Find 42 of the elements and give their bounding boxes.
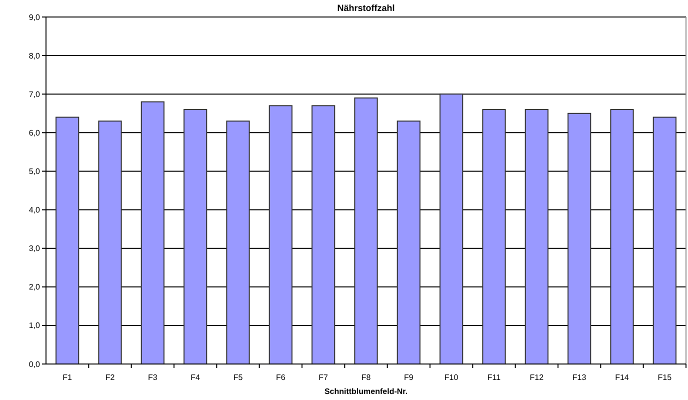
x-tick-label: F8 — [361, 373, 372, 382]
bar — [140, 101, 164, 364]
x-tick-label: F13 — [572, 373, 587, 382]
x-tick-label: F5 — [233, 373, 244, 382]
y-tick-label: 1,0 — [28, 321, 41, 330]
bar — [98, 120, 122, 364]
x-tick-label: F14 — [615, 373, 630, 382]
y-tick-label: 7,0 — [28, 90, 41, 99]
x-tick-label: F3 — [148, 373, 158, 382]
x-tick-label: F9 — [404, 373, 414, 382]
bar — [610, 109, 634, 364]
bar — [312, 105, 336, 364]
y-tick-label: 9,0 — [28, 12, 41, 22]
y-tick-label: 5,0 — [28, 167, 41, 176]
y-tick-label: 0,0 — [28, 360, 41, 369]
chart-title: Nährstoffzahl — [337, 3, 395, 13]
bar — [396, 120, 420, 364]
bar — [268, 105, 292, 364]
y-tick-label: 8,0 — [28, 51, 41, 60]
x-tick-label: F4 — [190, 373, 201, 382]
x-tick-label: F1 — [62, 373, 73, 382]
bar — [524, 109, 548, 364]
bar — [652, 116, 676, 364]
x-tick-label: F2 — [105, 373, 116, 382]
bar — [482, 109, 506, 364]
bar — [568, 112, 592, 364]
x-axis-title: Schnittblumenfeld-Nr. — [324, 387, 408, 396]
bar — [56, 116, 80, 364]
y-tick-label: 4,0 — [28, 206, 41, 215]
x-tick-label: F7 — [318, 373, 329, 382]
x-tick-label: F6 — [276, 373, 286, 382]
bar — [354, 97, 378, 364]
bar — [184, 109, 208, 364]
y-tick-label: 6,0 — [28, 128, 41, 138]
bar — [440, 94, 464, 364]
x-tick-label: F12 — [530, 373, 544, 382]
x-tick-label: F15 — [658, 373, 672, 382]
x-tick-label: F11 — [487, 373, 502, 382]
bar — [226, 120, 250, 364]
y-tick-label: 3,0 — [28, 244, 41, 254]
x-tick-label: F10 — [444, 373, 459, 382]
y-tick-label: 2,0 — [28, 282, 41, 292]
